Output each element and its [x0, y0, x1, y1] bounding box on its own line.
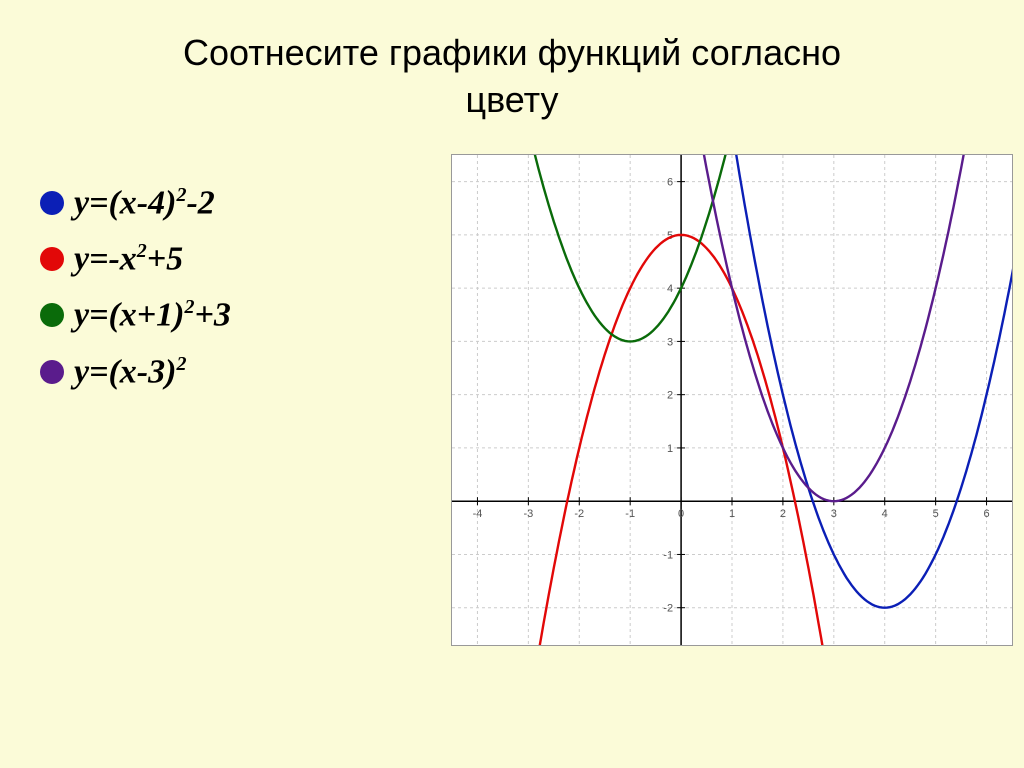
title-line1: Соотнесите графики функций согласно	[183, 32, 841, 73]
svg-text:2: 2	[667, 389, 673, 401]
svg-text:-3: -3	[523, 508, 533, 520]
svg-text:4: 4	[667, 283, 673, 295]
svg-text:0: 0	[678, 508, 684, 520]
svg-text:3: 3	[831, 508, 837, 520]
legend-formula: y=(x-4)2-2	[74, 184, 215, 222]
svg-text:5: 5	[933, 508, 939, 520]
legend-bullet	[40, 191, 64, 215]
svg-text:6: 6	[983, 508, 989, 520]
series-curve	[730, 154, 1014, 608]
svg-text:2: 2	[780, 508, 786, 520]
legend-item: y=(x-4)2-2	[40, 184, 440, 222]
legend-formula: y=(x-3)2	[74, 353, 186, 391]
legend-item: y=(x+1)2+3	[40, 296, 440, 334]
chart-wrap: -4-3-2-10123456-2-1123456	[440, 154, 1024, 646]
svg-text:6: 6	[667, 176, 673, 188]
svg-text:-2: -2	[663, 602, 673, 614]
svg-text:-1: -1	[663, 549, 673, 561]
legend-bullet	[40, 360, 64, 384]
svg-text:3: 3	[667, 336, 673, 348]
legend-item: y=-x2+5	[40, 240, 440, 278]
legend-formula: y=(x+1)2+3	[74, 296, 231, 334]
svg-text:1: 1	[667, 443, 673, 455]
content-row: y=(x-4)2-2 y=-x2+5 y=(x+1)2+3 y=(x-3)2 -4 -3…	[0, 154, 1024, 646]
svg-text:-2: -2	[574, 508, 584, 520]
page-title: Соотнесите графики функций согласно цвет…	[0, 0, 1024, 124]
title-line2: цвету	[465, 79, 558, 120]
svg-text:-1: -1	[625, 508, 635, 520]
legend: y=(x-4)2-2 y=-x2+5 y=(x+1)2+3 y=(x-3)2	[0, 154, 440, 646]
legend-item: y=(x-3)2	[40, 353, 440, 391]
svg-text:1: 1	[729, 508, 735, 520]
svg-text:4: 4	[882, 508, 888, 520]
svg-text:-4: -4	[473, 508, 483, 520]
chart-svg: -4-3-2-10123456-2-1123456	[451, 154, 1013, 646]
legend-formula: y=-x2+5	[74, 240, 183, 278]
legend-bullet	[40, 247, 64, 271]
legend-bullet	[40, 303, 64, 327]
